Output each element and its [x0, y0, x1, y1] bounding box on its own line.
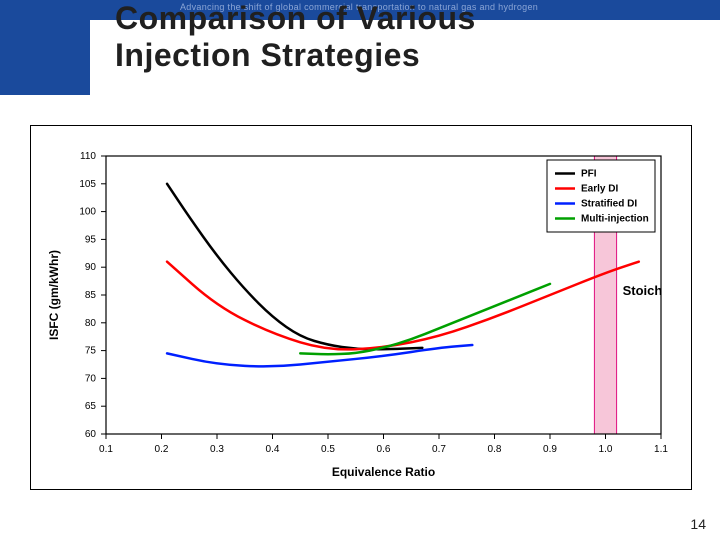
legend-label: Early DI — [581, 184, 618, 195]
stoich-label: Stoich — [623, 283, 663, 298]
y-tick-label: 100 — [79, 207, 96, 218]
y-tick-label: 70 — [85, 373, 97, 384]
x-tick-label: 0.9 — [543, 444, 557, 455]
series-pfi — [167, 184, 422, 349]
x-tick-label: 1.1 — [654, 444, 668, 455]
legend-label: PFI — [581, 169, 597, 180]
isfc-chart: 0.1 0.2 0.3 0.4 0.5 0.6 0.7 0.8 0.9 1.0 1.1 60 65 70 7… — [31, 126, 691, 489]
y-tick-label: 60 — [85, 429, 97, 440]
y-axis-label: ISFC (gm/kWhr) — [47, 250, 61, 340]
x-tick-label: 0.1 — [99, 444, 113, 455]
y-tick-label: 80 — [85, 318, 97, 329]
x-tick-label: 0.7 — [432, 444, 446, 455]
y-tick-label: 75 — [85, 346, 97, 357]
chart-container: 0.1 0.2 0.3 0.4 0.5 0.6 0.7 0.8 0.9 1.0 1.1 60 65 70 7… — [30, 125, 692, 490]
x-tick-label: 0.4 — [266, 444, 280, 455]
x-axis-label: Equivalence Ratio — [332, 465, 435, 479]
x-tick-label: 0.8 — [488, 444, 502, 455]
slide-title: Comparison of Various Injection Strategi… — [115, 0, 476, 74]
legend-label: Stratified DI — [581, 199, 637, 210]
y-tick-label: 95 — [85, 234, 97, 245]
y-tick-label: 65 — [85, 401, 97, 412]
x-tick-label: 1.0 — [599, 444, 613, 455]
x-tick-label: 0.5 — [321, 444, 335, 455]
x-tick-label: 0.3 — [210, 444, 224, 455]
y-tick-label: 110 — [80, 151, 96, 162]
title-line-2: Injection Strategies — [115, 37, 420, 73]
page-number: 14 — [690, 516, 706, 532]
y-tick-label: 105 — [79, 179, 96, 190]
legend-label: Multi-injection — [581, 214, 649, 225]
x-tick-label: 0.6 — [377, 444, 391, 455]
series-early-di — [167, 262, 639, 350]
series-multi-injection — [300, 284, 550, 354]
header-accent-block — [0, 20, 90, 95]
y-tick-label: 90 — [85, 262, 97, 273]
x-tick-label: 0.2 — [155, 444, 169, 455]
title-line-1: Comparison of Various — [115, 0, 476, 36]
y-tick-label: 85 — [85, 290, 97, 301]
series-stratified-di — [167, 345, 472, 366]
